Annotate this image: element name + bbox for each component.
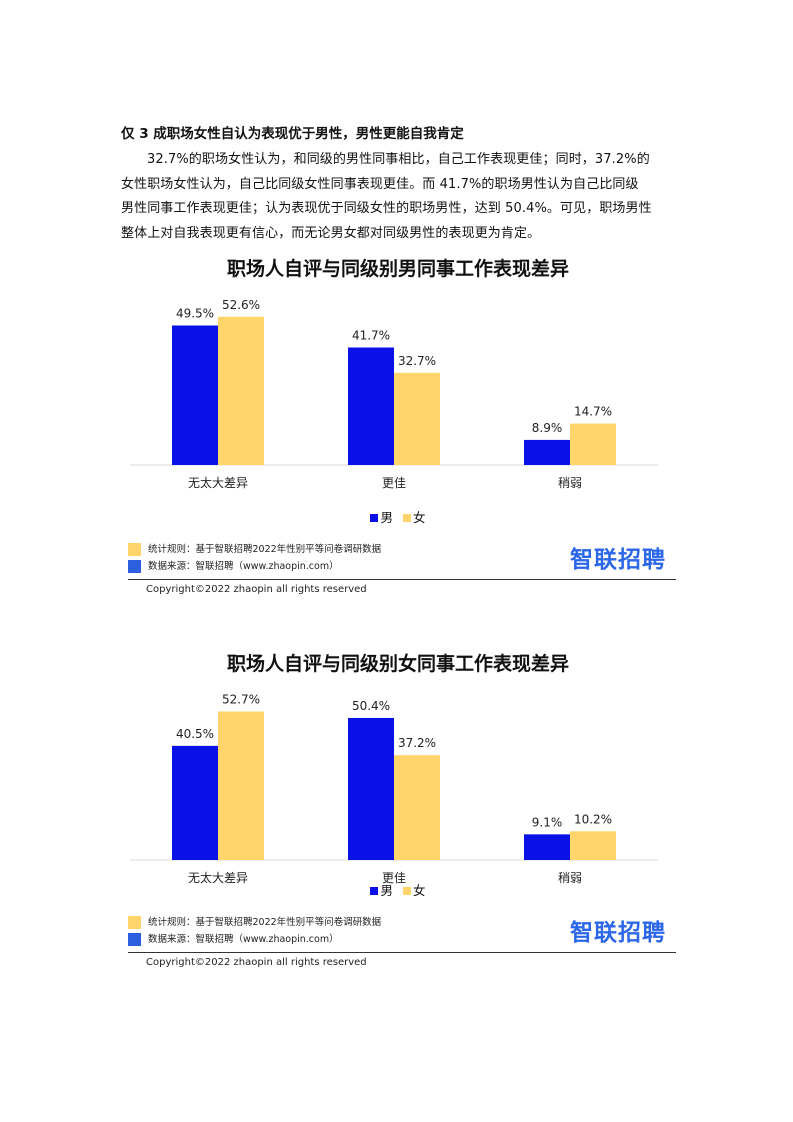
data-label: 49.5% [176, 307, 214, 321]
paragraph-line: 男性同事工作表现更佳；认为表现优于同级女性的职场男性，达到 50.4%。可见，职… [121, 201, 652, 216]
category-label: 更佳 [382, 476, 406, 490]
bar-female [394, 372, 440, 465]
legend-item-male: 男 [370, 510, 393, 525]
data-source-text: 数据来源：智联招聘（www.zhaopin.com） [148, 561, 339, 572]
bar-female [218, 316, 264, 465]
data-source-note: 数据来源：智联招聘（www.zhaopin.com） [128, 931, 339, 946]
data-label: 41.7% [352, 328, 390, 342]
footer-divider [128, 579, 676, 580]
category-label: 稍弱 [558, 871, 582, 885]
note-square-blue [128, 560, 141, 573]
legend-swatch-female [402, 886, 411, 895]
bar-female [394, 755, 440, 860]
legend-item-female: 女 [402, 510, 426, 525]
paragraph-line: 整体上对自我表现更有信心，而无论男女都对同级男性的表现更为肯定。 [121, 225, 541, 241]
category-label: 无太大差异 [188, 475, 248, 490]
legend-swatch-female [402, 513, 411, 522]
legend-swatch-male [370, 513, 379, 522]
legend-item-female: 女 [402, 883, 426, 898]
copyright-text: Copyright©2022 zhaopin all rights reserv… [146, 584, 367, 595]
data-source-text: 数据来源：智联招聘（www.zhaopin.com） [148, 934, 339, 945]
data-label: 9.1% [532, 815, 563, 829]
brand-logo: 智联招聘 [570, 547, 666, 573]
legend-label: 男 [380, 510, 393, 525]
stats-rule-text: 统计规则：基于智联招聘2022年性别平等问卷调研数据 [148, 917, 382, 928]
chart-legend: 男 女 [118, 880, 678, 899]
data-label: 52.6% [222, 298, 260, 312]
note-square-yellow [128, 543, 141, 556]
bar-female [570, 831, 616, 860]
bar-male [524, 834, 570, 860]
legend-label: 女 [412, 883, 426, 898]
note-square-blue [128, 933, 141, 946]
legend-label: 男 [380, 883, 393, 898]
bar-male [348, 347, 394, 465]
chart-title: 职场人自评与同级别女同事工作表现差异 [226, 653, 569, 675]
data-label: 14.7% [574, 405, 612, 419]
bar-chart: 49.5% 52.6% 无太大差异 41.7% 32.7% 更佳 8.9% 14.7% 稍弱 [130, 298, 658, 490]
note-square-yellow [128, 916, 141, 929]
legend-label: 女 [412, 510, 426, 525]
paragraph-line: 32.7%的职场女性认为，和同级的男性同事相比，自己工作表现更佳；同时，37.2… [147, 152, 650, 167]
copyright-text: Copyright©2022 zhaopin all rights reserv… [146, 957, 367, 968]
stats-rule-note: 统计规则：基于智联招聘2022年性别平等问卷调研数据 [128, 541, 381, 556]
legend-item-male: 男 [370, 883, 393, 898]
stats-rule-text: 统计规则：基于智联招聘2022年性别平等问卷调研数据 [148, 544, 382, 555]
category-label: 更佳 [382, 871, 406, 885]
chart-title: 职场人自评与同级别男同事工作表现差异 [226, 258, 569, 280]
section-paragraph: 32.7%的职场女性认为，和同级的男性同事相比，自己工作表现更佳；同时，37.2… [121, 148, 675, 246]
paragraph-line: 女性职场女性认为，自己比同级女性同事表现更佳。而 41.7%的职场男性认为自己比… [121, 176, 639, 192]
bar-male [524, 439, 570, 465]
brand-logo: 智联招聘 [570, 920, 666, 946]
bar-male [348, 717, 394, 860]
data-label: 37.2% [398, 736, 436, 750]
data-source-note: 数据来源：智联招聘（www.zhaopin.com） [128, 558, 339, 573]
data-label: 8.9% [532, 421, 563, 435]
legend-swatch-male [370, 886, 379, 895]
section-heading: 仅 3 成职场女性自认为表现优于男性，男性更能自我肯定 [121, 126, 464, 142]
category-label: 无太大差异 [188, 870, 248, 885]
chart-legend: 男 女 [118, 507, 678, 526]
bar-female [218, 711, 264, 860]
bar-male [172, 745, 218, 860]
category-label: 稍弱 [558, 476, 582, 490]
footer-divider [128, 952, 676, 953]
bar-chart: 40.5% 52.7% 无太大差异 50.4% 37.2% 更佳 9.1% 10.2% 稍弱 [130, 692, 658, 885]
data-label: 52.7% [222, 692, 260, 706]
bar-male [172, 325, 218, 465]
data-label: 10.2% [574, 812, 612, 826]
data-label: 40.5% [176, 727, 214, 741]
data-label: 50.4% [352, 699, 390, 713]
data-label: 32.7% [398, 354, 436, 368]
stats-rule-note: 统计规则：基于智联招聘2022年性别平等问卷调研数据 [128, 914, 381, 929]
bar-female [570, 423, 616, 465]
